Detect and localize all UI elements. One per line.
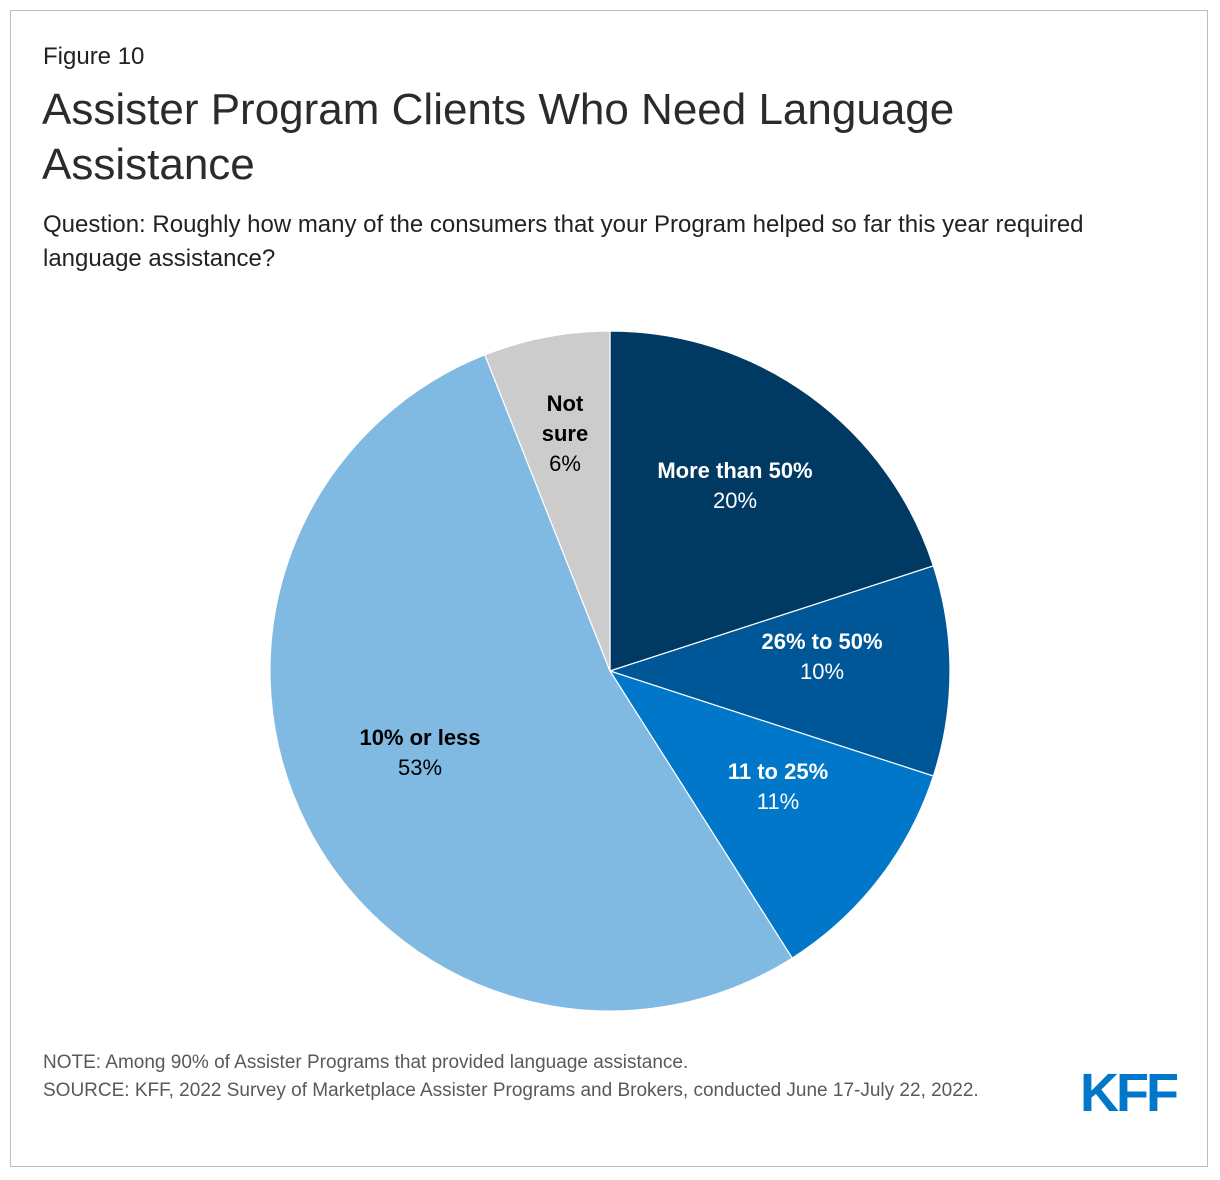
pie-slice-26-to-50-	[608, 565, 951, 777]
pie-slice-11-to-25-	[608, 669, 935, 959]
note-text: NOTE: Among 90% of Assister Programs tha…	[43, 1052, 689, 1073]
chart-title: Assister Program Clients Who Need Langua…	[42, 85, 955, 189]
slice-label-10-or-less: 10% or less 53%	[359, 725, 480, 780]
source-text: SOURCE: KFF, 2022 Survey of Marketplace …	[43, 1080, 979, 1101]
kff-logo: KFF	[1080, 1063, 1179, 1123]
pie-slice-10-or-less	[269, 354, 794, 1012]
footnote: NOTE: Among 90% of Assister Programs tha…	[43, 1049, 1043, 1105]
pie-slice-more-than-50-	[609, 330, 935, 672]
slice-label-more-than-50-: More than 50% 20%	[657, 458, 812, 513]
slice-label-11-to-25-: 11 to 25% 11%	[728, 759, 828, 814]
pie-slice-not-sure	[484, 330, 611, 672]
figure-frame	[10, 10, 1208, 1167]
slice-label-not-sure: Not sure 6%	[542, 391, 588, 476]
figure-number: Figure 10	[43, 43, 145, 70]
slice-label-26-to-50-: 26% to 50% 10%	[761, 629, 882, 684]
chart-subtitle: Question: Roughly how many of the consum…	[43, 211, 1084, 272]
